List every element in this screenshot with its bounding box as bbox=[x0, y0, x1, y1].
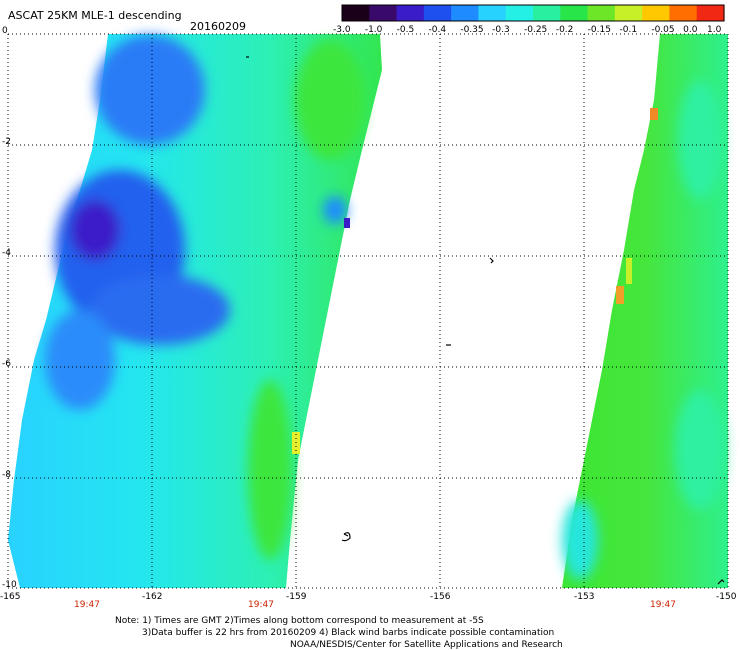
colorbar-tick-label: 1.0 bbox=[707, 25, 722, 35]
colorbar-tick-label: 0.0 bbox=[683, 25, 698, 35]
x-tick-label: -150 bbox=[716, 592, 737, 602]
colorbar-tick-label: -0.3 bbox=[492, 25, 510, 35]
wind-barb-markers bbox=[246, 56, 725, 585]
colorbar-tick-label: -0.05 bbox=[651, 25, 675, 35]
right-swath-yellow-cell bbox=[626, 258, 632, 284]
colorbar-segment bbox=[423, 5, 452, 21]
right-swath bbox=[562, 34, 728, 588]
colorbar-segment bbox=[669, 5, 698, 21]
x-tick-label: -156 bbox=[430, 592, 451, 602]
barb-marker bbox=[717, 579, 725, 585]
note-line-2: 3)Data buffer is 22 hrs from 20160209 4)… bbox=[142, 628, 555, 638]
colorbar-segment bbox=[505, 5, 534, 21]
y-tick-label: -8 bbox=[2, 470, 11, 480]
y-tick-label: -4 bbox=[2, 248, 11, 258]
colorbar-tick-label: -3.0 bbox=[333, 25, 351, 35]
left-swath-purple-cell bbox=[344, 218, 350, 228]
colorbar-segment bbox=[533, 5, 561, 21]
x-tick-label: -159 bbox=[286, 592, 307, 602]
x-tick-label: -153 bbox=[574, 592, 595, 602]
right-swath-cyan-edge bbox=[562, 80, 725, 580]
colorbar-segment bbox=[342, 5, 370, 21]
colorbar-tick-label: -0.35 bbox=[460, 25, 484, 35]
note-line-3: NOAA/NESDIS/Center for Satellite Applica… bbox=[290, 640, 563, 650]
product-date: 20160209 bbox=[190, 20, 246, 33]
y-tick-label: -10 bbox=[2, 580, 17, 590]
colorbar-segment bbox=[560, 5, 589, 21]
y-tick-label: 0 bbox=[2, 26, 8, 36]
colorbar-tick-label: -1.0 bbox=[364, 25, 383, 35]
time-label-middle: 19:47 bbox=[248, 600, 274, 610]
x-tick-label: -162 bbox=[142, 592, 163, 602]
colorbar-tick-label: -0.2 bbox=[555, 25, 574, 35]
right-swath-orange-cell bbox=[616, 286, 624, 304]
colorbar-segment bbox=[614, 5, 643, 21]
y-tick-label: -2 bbox=[2, 137, 11, 147]
colorbar-segment bbox=[587, 5, 616, 21]
colorbar-segment bbox=[369, 5, 398, 21]
time-label-left: 19:47 bbox=[74, 600, 100, 610]
product-title: ASCAT 25KM MLE-1 descending bbox=[8, 9, 182, 22]
colorbar-segment bbox=[696, 5, 725, 21]
colorbar-tick-label: -0.4 bbox=[428, 25, 447, 35]
time-label-right: 19:47 bbox=[650, 600, 676, 610]
colorbar bbox=[341, 4, 725, 22]
colorbar-tick-label: -0.1 bbox=[619, 25, 638, 35]
x-tick-label: -165 bbox=[0, 592, 21, 602]
colorbar-segment bbox=[642, 5, 671, 21]
colorbar-segment bbox=[451, 5, 480, 21]
left-swath-green-region bbox=[248, 40, 365, 560]
colorbar-tick-label: -0.25 bbox=[524, 25, 548, 35]
left-swath bbox=[8, 34, 382, 588]
note-line-1: Note: 1) Times are GMT 2)Times along bot… bbox=[115, 616, 484, 626]
right-swath-orange-cell-top bbox=[650, 108, 658, 120]
colorbar-frame bbox=[341, 4, 725, 22]
colorbar-segment bbox=[396, 5, 425, 21]
y-tick-label: -6 bbox=[2, 359, 11, 369]
barb-marker bbox=[489, 257, 494, 264]
colorbar-segment bbox=[478, 5, 507, 21]
grid-lines bbox=[7, 33, 729, 589]
colorbar-tick-label: -0.5 bbox=[396, 25, 415, 35]
colorbar-tick-label: -0.15 bbox=[587, 25, 611, 35]
barb-marker bbox=[341, 532, 351, 542]
